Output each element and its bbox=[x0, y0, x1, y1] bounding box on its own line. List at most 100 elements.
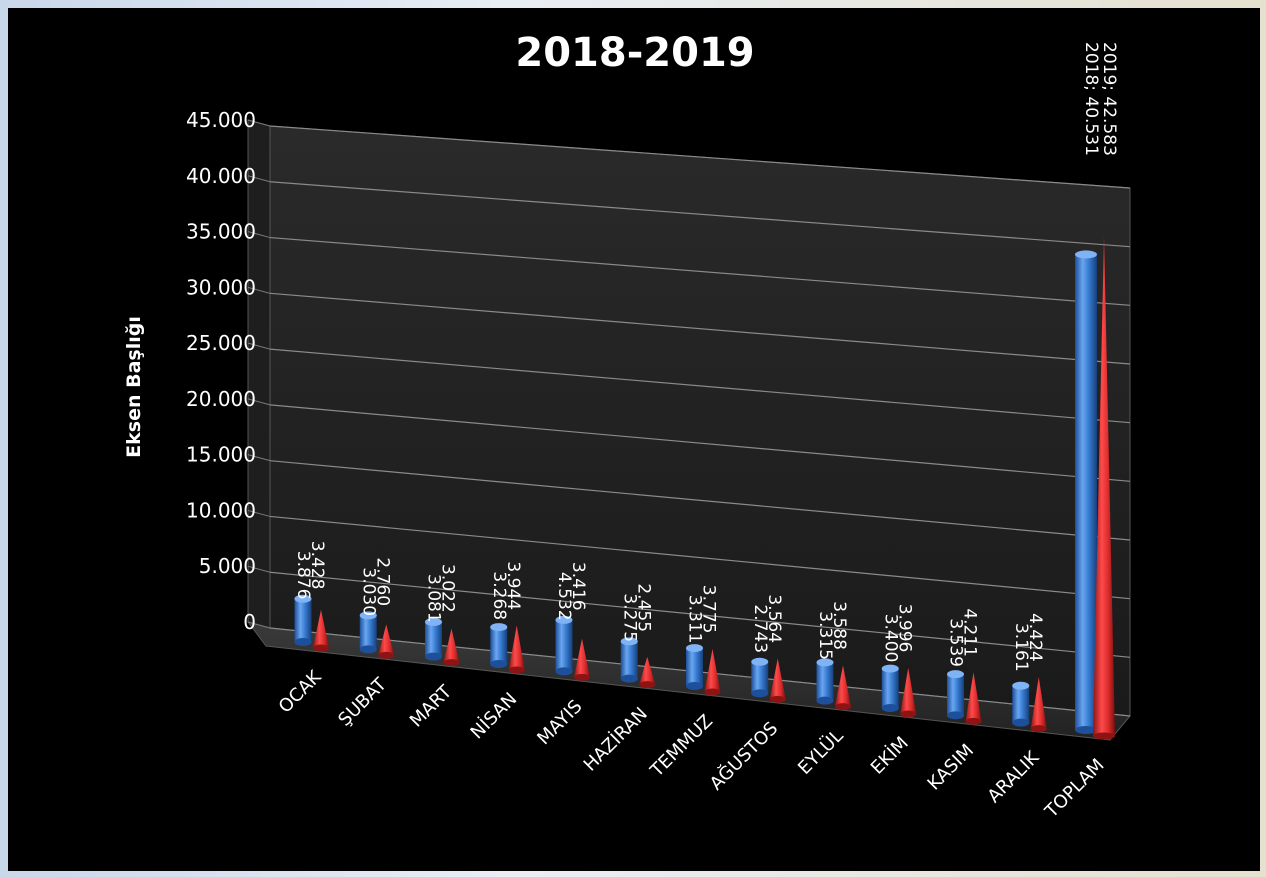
side-wall bbox=[247, 119, 271, 629]
data-label-2018: 3.400 bbox=[880, 614, 900, 663]
bar-2018-top bbox=[816, 658, 834, 667]
bar-2018-base bbox=[620, 674, 638, 683]
bar-2018-top bbox=[751, 657, 769, 666]
bar-2018-top bbox=[359, 611, 377, 620]
y-tick-label: 10.000 bbox=[186, 498, 256, 522]
grid-lines bbox=[247, 119, 1131, 717]
grid-line-side bbox=[247, 231, 271, 239]
bar-2018-base bbox=[1075, 726, 1097, 734]
y-tick-label: 5.000 bbox=[199, 554, 256, 578]
bar-2018-top bbox=[947, 670, 964, 679]
bar-2018 bbox=[425, 621, 442, 657]
data-label-2019: 2.455 bbox=[633, 583, 653, 632]
data-label-2019: 4.211 bbox=[960, 608, 980, 657]
grid-line-side bbox=[247, 454, 271, 462]
bar-2019 bbox=[443, 628, 460, 663]
bar-2018-base bbox=[490, 660, 508, 668]
grid-line-side bbox=[247, 398, 271, 406]
bar-2019-base bbox=[508, 666, 525, 674]
y-tick-label: 45.000 bbox=[186, 108, 256, 132]
bar-2018 bbox=[686, 648, 703, 686]
bar-2019-base bbox=[1093, 732, 1115, 740]
grid-line bbox=[269, 236, 1131, 306]
data-label-2018: 3.081 bbox=[424, 574, 444, 623]
bar-2018-base bbox=[947, 711, 964, 720]
bar-2019 bbox=[965, 672, 982, 722]
bar-2018 bbox=[294, 598, 312, 642]
bar-2018 bbox=[620, 641, 638, 679]
data-label-2018: 3.268 bbox=[489, 571, 509, 620]
bar-2018 bbox=[881, 668, 899, 708]
bar-2018 bbox=[751, 661, 769, 694]
chart-title: 2018-2019 bbox=[515, 30, 754, 76]
data-label-2018: 3.161 bbox=[1011, 623, 1031, 672]
y-tick-label: 25.000 bbox=[186, 331, 256, 355]
data-label-2019: 3.996 bbox=[894, 604, 914, 653]
x-tick-label: EYLÜL bbox=[793, 725, 847, 779]
y-tick-label: 0 bbox=[243, 610, 256, 634]
x-tick-label: KASIM bbox=[924, 740, 979, 795]
data-label-2019: 3.564 bbox=[764, 594, 784, 643]
x-tick-label: MAYIS bbox=[533, 696, 586, 749]
bar-2018 bbox=[1012, 685, 1030, 723]
bar-2018 bbox=[490, 627, 508, 664]
data-label-2019: 4.424 bbox=[1025, 613, 1045, 662]
data-label-2018: 3.275 bbox=[619, 593, 639, 642]
bar-2019 bbox=[313, 609, 329, 648]
x-tick-label: EKİM bbox=[867, 733, 913, 779]
bar-2018-top bbox=[294, 594, 312, 603]
bar-2019-base bbox=[704, 688, 721, 696]
bar-2019 bbox=[1093, 236, 1115, 736]
bar-2019 bbox=[769, 658, 786, 700]
data-label-2018: 4.532 bbox=[554, 572, 574, 621]
bar-2018-top bbox=[425, 617, 442, 626]
bar-2018-base bbox=[425, 652, 442, 661]
grid-line bbox=[269, 404, 1131, 482]
x-tick-label: ARALIK bbox=[984, 747, 1045, 808]
bar-2019 bbox=[900, 667, 917, 714]
bar-2019 bbox=[639, 656, 656, 685]
x-tick-label: TEMMUZ bbox=[646, 711, 717, 782]
bar-2019-base bbox=[378, 651, 395, 659]
bar-2018 bbox=[947, 674, 964, 716]
bar-2018-base bbox=[816, 696, 834, 705]
bar-2018-top bbox=[881, 664, 899, 673]
x-tick-label: TOPLAM bbox=[1040, 755, 1108, 823]
bar-2019-base bbox=[1030, 725, 1047, 733]
bar-2018-top bbox=[1075, 250, 1097, 259]
bar-2019-base bbox=[769, 695, 786, 703]
bar-2019 bbox=[574, 638, 590, 678]
y-tick-label: 20.000 bbox=[186, 387, 256, 411]
grid-line-side bbox=[247, 175, 271, 183]
x-tick-label: NİSAN bbox=[467, 689, 522, 744]
bar-2018-base bbox=[555, 667, 573, 676]
bar-2019 bbox=[378, 624, 395, 656]
bar-2018-top bbox=[620, 637, 638, 646]
y-tick-label: 35.000 bbox=[186, 220, 256, 244]
data-label-2019: 3.588 bbox=[829, 601, 849, 650]
bar-2018 bbox=[1075, 254, 1097, 730]
data-label-2019: 2.760 bbox=[372, 557, 392, 606]
y-tick-label: 40.000 bbox=[186, 164, 256, 188]
grid-line bbox=[269, 571, 1131, 658]
bar-2018-top bbox=[1012, 681, 1030, 690]
grid-line bbox=[269, 515, 1131, 600]
bar-2019 bbox=[508, 625, 525, 670]
bar-2018 bbox=[555, 619, 573, 672]
bar-2019-base bbox=[965, 717, 982, 725]
bar-2019-base bbox=[639, 681, 656, 689]
grid-line bbox=[269, 348, 1131, 424]
bars bbox=[294, 236, 1115, 740]
data-label-2019: 3.022 bbox=[438, 564, 458, 613]
data-label-2018: 3.315 bbox=[815, 611, 835, 660]
bar-2019-base bbox=[574, 673, 590, 681]
bar-2018-top bbox=[686, 644, 703, 653]
grid-line-side bbox=[247, 342, 271, 350]
grid-line-side bbox=[247, 509, 271, 517]
x-tick-label: HAZİRAN bbox=[580, 703, 652, 775]
grid-line bbox=[269, 292, 1131, 365]
bar-2018-base bbox=[751, 689, 769, 698]
data-label-2019: 3.775 bbox=[699, 585, 719, 634]
data-label-2019: 3.416 bbox=[568, 562, 588, 611]
